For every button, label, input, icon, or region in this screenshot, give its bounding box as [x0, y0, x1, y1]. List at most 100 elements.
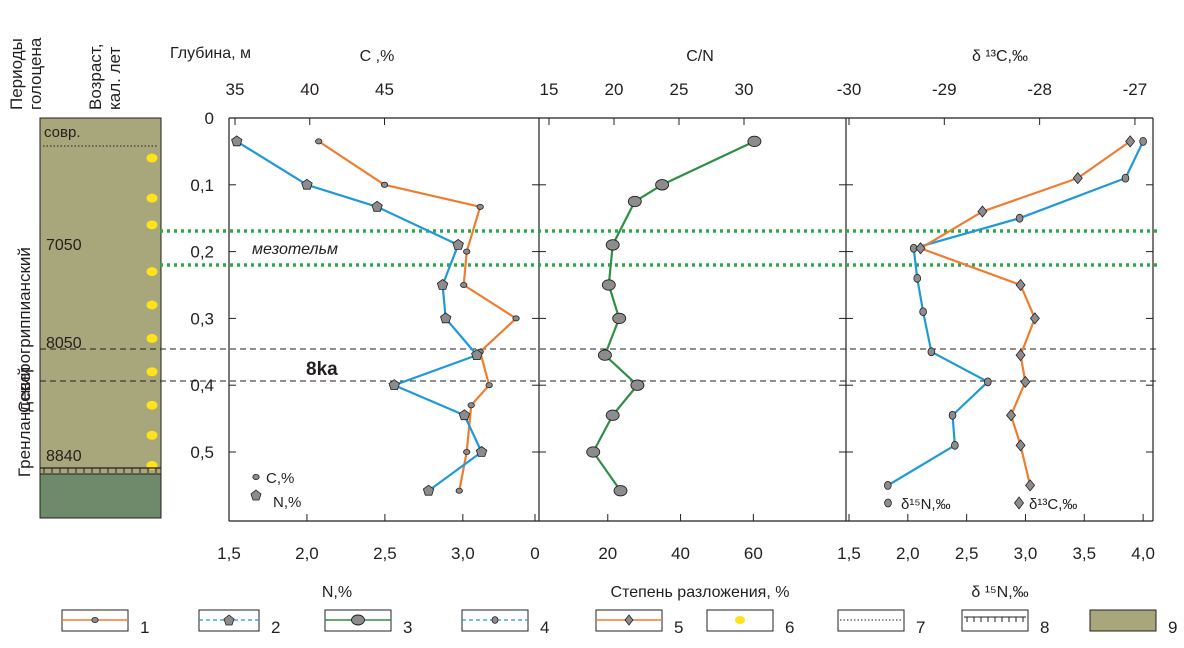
bottom-tick-label: 20 — [598, 544, 617, 563]
data-point — [1072, 171, 1083, 185]
c-pct-title: C ,% — [360, 48, 395, 65]
data-point — [915, 242, 926, 255]
data-point — [1015, 349, 1026, 362]
data-point — [977, 205, 988, 218]
legend-box — [837, 609, 905, 632]
age-label: 8840 — [46, 448, 82, 465]
bottom-tick-label: 3,5 — [1072, 544, 1096, 563]
data-point — [440, 312, 452, 324]
age-dot — [146, 267, 158, 277]
d15n-title: δ ¹⁵N,‰ — [971, 584, 1028, 601]
data-point — [452, 238, 464, 250]
data-point — [613, 485, 628, 497]
depth-axis-title: Глубина, м — [170, 45, 251, 62]
legend-strip — [61, 609, 1157, 632]
data-point — [1121, 173, 1130, 183]
period-north: Северогриппианский — [15, 247, 34, 413]
legend-marker — [735, 616, 745, 624]
bottom-tick-label: 4,0 — [1131, 544, 1155, 563]
top-tick-label: 45 — [375, 80, 394, 99]
depth-tick-label: 0,5 — [190, 443, 214, 462]
data-point — [586, 446, 601, 458]
data-point — [984, 377, 992, 387]
legend-d15n-marker — [884, 498, 892, 508]
data-point — [455, 487, 463, 494]
legend-c-marker — [252, 473, 260, 480]
age-dot — [146, 220, 158, 230]
legend-number: 7 — [916, 618, 925, 637]
legend-n-label: N,% — [273, 494, 301, 511]
data-point — [512, 315, 520, 322]
data-point — [458, 409, 471, 421]
data-point — [747, 135, 762, 148]
age-label: 8050 — [46, 335, 82, 352]
legend-number: 3 — [403, 618, 412, 637]
age-dot — [146, 300, 158, 310]
legend-n-marker — [250, 489, 262, 501]
stratigraphy-column — [39, 117, 162, 519]
top-tick-label: -28 — [1027, 80, 1052, 99]
data-point — [630, 379, 645, 391]
legend-c-label: C,% — [266, 470, 294, 487]
legend-marker — [91, 617, 99, 624]
col-periods-line: голоцена — [26, 37, 45, 110]
bottom-tick-label: 2,0 — [295, 544, 319, 563]
series-line — [919, 140, 1131, 486]
col-periods-line: Периоды — [7, 38, 26, 110]
col-periods-label: Периодыголоцена — [7, 37, 45, 110]
top-tick-label: 25 — [670, 80, 689, 99]
legend-marker — [491, 616, 499, 624]
top-tick-label: 15 — [540, 80, 559, 99]
data-point — [1029, 312, 1040, 325]
bottom-tick-label: 2,5 — [373, 544, 397, 563]
d13c-title: δ ¹³C,‰ — [972, 48, 1028, 65]
data-point — [388, 379, 400, 391]
data-point — [315, 138, 323, 145]
data-point — [1025, 479, 1036, 492]
legend-number: 8 — [1040, 618, 1049, 637]
depth-tick-label: 0,4 — [190, 376, 214, 395]
bottom-tick-label: 1,5 — [217, 544, 241, 563]
data-point — [380, 181, 389, 188]
legend-box — [1089, 609, 1157, 632]
col-age-label: Возраст,кал. лет — [86, 44, 124, 110]
depth-tick-label: 0,3 — [190, 309, 214, 328]
mesotelm-label: мезотельм — [252, 241, 338, 258]
age-dot — [146, 333, 158, 343]
top-tick-label: 30 — [735, 80, 754, 99]
depth-tick-label: 0,1 — [190, 176, 214, 195]
axes — [228, 117, 1153, 521]
data-point — [927, 347, 936, 357]
data-point — [951, 440, 959, 450]
data-point — [884, 480, 892, 490]
age-dot — [146, 400, 158, 410]
age-modern: совр. — [44, 124, 81, 141]
data-point — [422, 484, 435, 496]
legend-number: 4 — [540, 618, 549, 637]
bottom-tick-label: 1,5 — [837, 544, 861, 563]
bottom-tick-label: 3,0 — [451, 544, 475, 563]
age-label: 7050 — [46, 237, 82, 254]
col-age-line: кал. лет — [105, 47, 124, 110]
col-age-line: Возраст, — [86, 44, 105, 110]
period-green: Гренландский — [15, 367, 34, 477]
bottom-tick-label: 3,0 — [1014, 544, 1038, 563]
data-point — [605, 239, 620, 251]
top-tick-label: 35 — [226, 80, 245, 99]
data-point — [371, 200, 383, 212]
legend-marker — [624, 614, 634, 626]
data-point — [655, 179, 670, 191]
series-line — [318, 140, 518, 491]
data-point — [1139, 136, 1147, 146]
age-dot — [146, 153, 158, 163]
data-point — [1125, 135, 1136, 148]
data-point — [231, 135, 243, 147]
legend-d13c-label: δ¹³C,‰ — [1029, 496, 1077, 513]
data-point — [1015, 439, 1026, 452]
data-point — [475, 446, 488, 457]
panel-frames — [228, 117, 1154, 522]
data-point — [627, 195, 642, 208]
labels: Периодыголоцена Возраст,кал. лет Северогри… — [7, 37, 1177, 637]
legend-number: 2 — [271, 618, 280, 637]
